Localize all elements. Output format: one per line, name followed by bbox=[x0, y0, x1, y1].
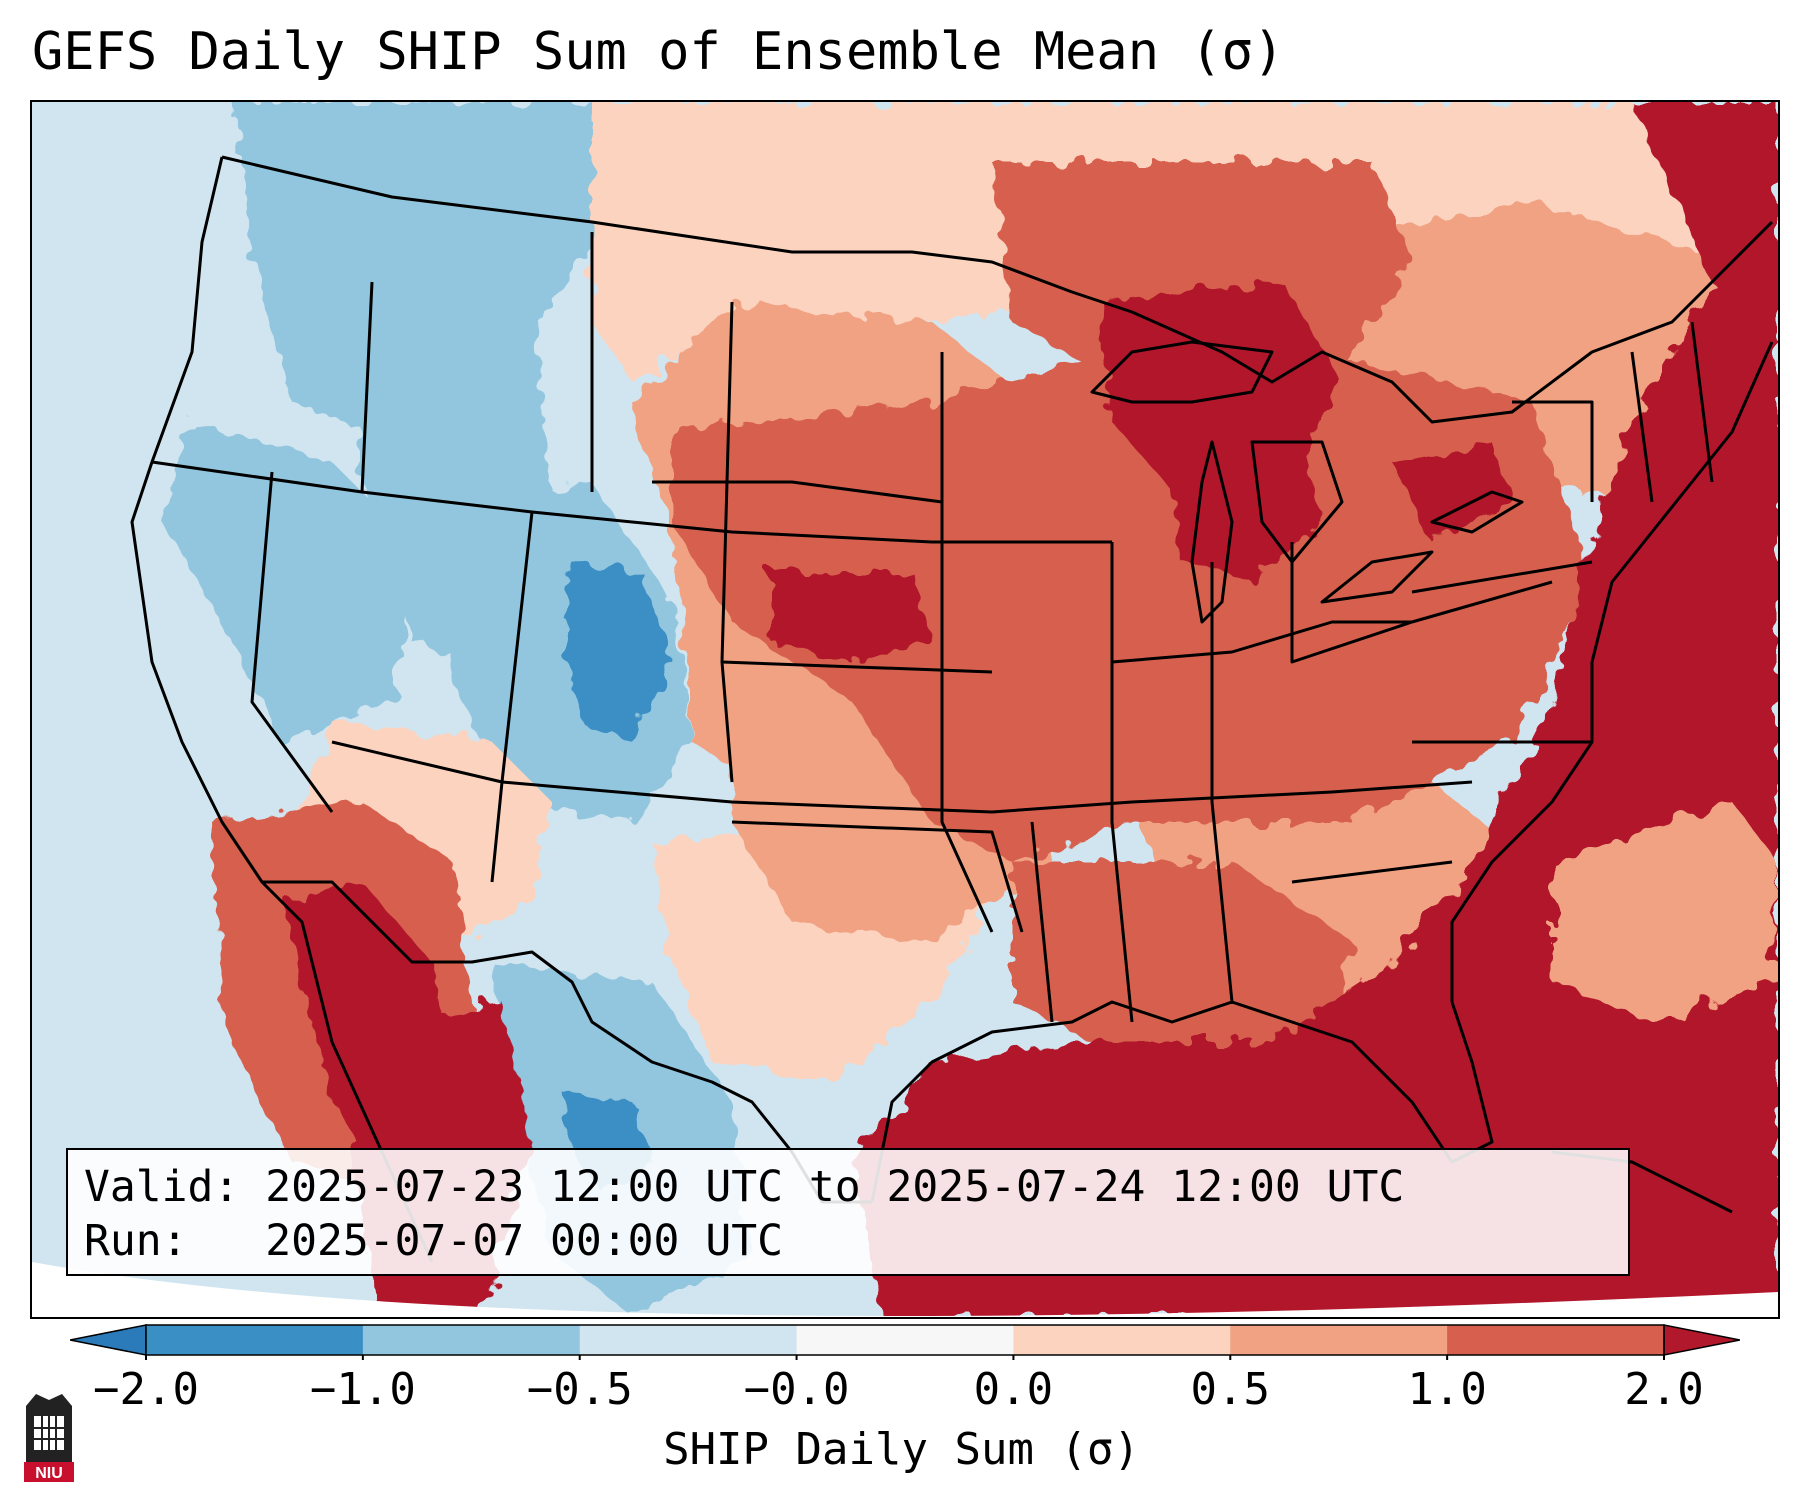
colorbar-bin bbox=[1447, 1325, 1665, 1355]
validity-info-box: Valid: 2025-07-23 12:00 UTC to 2025-07-2… bbox=[66, 1148, 1630, 1276]
lake-erie bbox=[1320, 550, 1434, 604]
east-coast-dark-red bbox=[852, 102, 1778, 1317]
colorbar-bin bbox=[579, 1325, 798, 1355]
colorbar-bin bbox=[146, 1325, 364, 1355]
run-time-text: Run: 2025-07-07 00:00 UTC bbox=[84, 1216, 783, 1266]
ship-map bbox=[32, 102, 1778, 1317]
colorbar-bin bbox=[1230, 1325, 1448, 1355]
colorbar-tick-label: 2.0 bbox=[1624, 1364, 1704, 1415]
colorbar-bin bbox=[796, 1325, 1014, 1355]
map-frame bbox=[30, 100, 1780, 1319]
colorbar-tick-label: 0.0 bbox=[973, 1364, 1054, 1415]
atlantic-salmon-patch bbox=[1552, 802, 1778, 1022]
us-canada-border bbox=[221, 155, 1774, 424]
niu-logo-icon: NIU bbox=[24, 1394, 74, 1482]
colorbar-tick-label: −0.0 bbox=[743, 1364, 850, 1415]
colorado-dark-blue bbox=[562, 562, 672, 742]
colorbar-extend-high bbox=[1663, 1324, 1740, 1356]
nebraska-dark-red bbox=[772, 572, 932, 662]
lake-huron bbox=[1250, 440, 1344, 564]
colorbar-extend-low bbox=[70, 1324, 147, 1356]
map-title: GEFS Daily SHIP Sum of Ensemble Mean (σ) bbox=[32, 22, 1285, 82]
west-coast bbox=[130, 156, 434, 1263]
nevada-blue bbox=[162, 422, 412, 742]
gulf-coast-red bbox=[1012, 862, 1352, 1062]
colorbar-tick-label: 1.0 bbox=[1407, 1364, 1487, 1415]
colorbar-bin bbox=[1013, 1325, 1231, 1355]
colorbar-tick-label: −2.0 bbox=[93, 1364, 199, 1415]
east-coast bbox=[1450, 341, 1774, 1002]
ship-field bbox=[112, 102, 1778, 1317]
colorbar bbox=[70, 1324, 1740, 1360]
great-lakes-east-dark-red bbox=[1392, 442, 1512, 542]
lake-superior bbox=[1090, 340, 1274, 404]
colorbar-tick-label: 0.5 bbox=[1190, 1364, 1271, 1415]
colorbar-label: SHIP Daily Sum (σ) bbox=[663, 1424, 1140, 1475]
boundaries bbox=[130, 155, 1774, 1263]
logo-text: NIU bbox=[35, 1465, 63, 1482]
colorbar-tick-label: −0.5 bbox=[526, 1364, 633, 1415]
lake-michigan bbox=[1190, 440, 1234, 624]
outside-domain bbox=[32, 1262, 1778, 1317]
central-red bbox=[672, 342, 1592, 862]
valid-time-text: Valid: 2025-07-23 12:00 UTC to 2025-07-2… bbox=[84, 1162, 1405, 1212]
colorbar-bin bbox=[362, 1325, 581, 1355]
lake-ontario bbox=[1430, 490, 1524, 534]
michigan-dark-red bbox=[1162, 402, 1322, 582]
colorbar-tick-label: −1.0 bbox=[309, 1364, 416, 1415]
